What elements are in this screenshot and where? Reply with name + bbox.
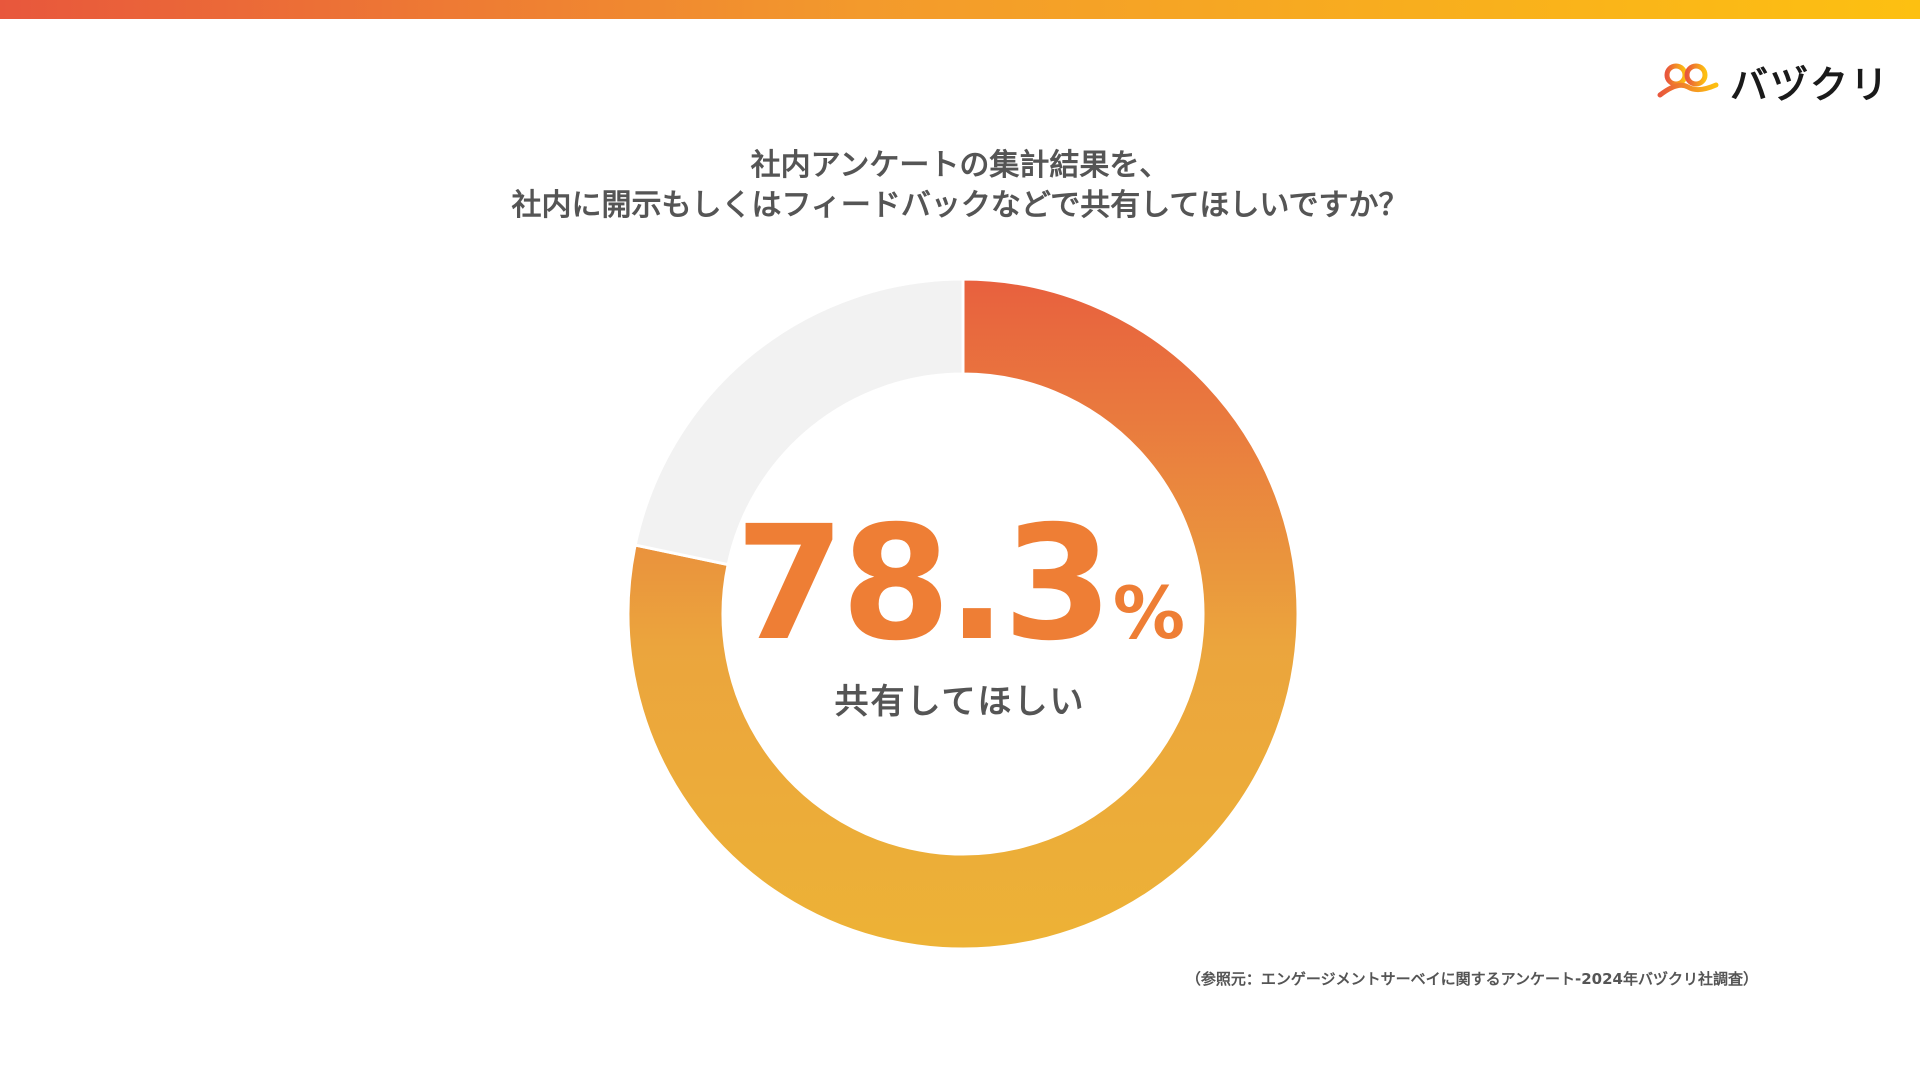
donut-slice-share (626, 277, 1300, 951)
center-percentage: 78.3% (0, 505, 1920, 663)
center-value-unit: % (1112, 571, 1185, 655)
logo-knot-icon (1657, 63, 1719, 98)
chart-title: 社内アンケートの集計結果を、 社内に開示もしくはフィードバックなどで共有してほし… (0, 146, 1920, 226)
chart-title-line-1: 社内アンケートの集計結果を、 (750, 148, 1170, 183)
donut-chart-svg (626, 277, 1300, 951)
brand-logo: バヅクリ (1656, 56, 1890, 107)
donut-slice-other (633, 277, 965, 567)
chart-title-line-2: 社内に開示もしくはフィードバックなどで共有してほしいですか？ (511, 188, 1409, 223)
donut-chart (623, 274, 1303, 954)
center-label: 共有してほしい (834, 682, 1086, 722)
center-value-number: 78.3 (735, 492, 1113, 676)
top-accent-bar (0, 0, 1920, 19)
logo-text: バヅクリ (1729, 62, 1890, 107)
source-note: （参照元：エンゲージメントサーベイに関するアンケート-2024年バヅクリ社調査） (1185, 970, 1758, 988)
